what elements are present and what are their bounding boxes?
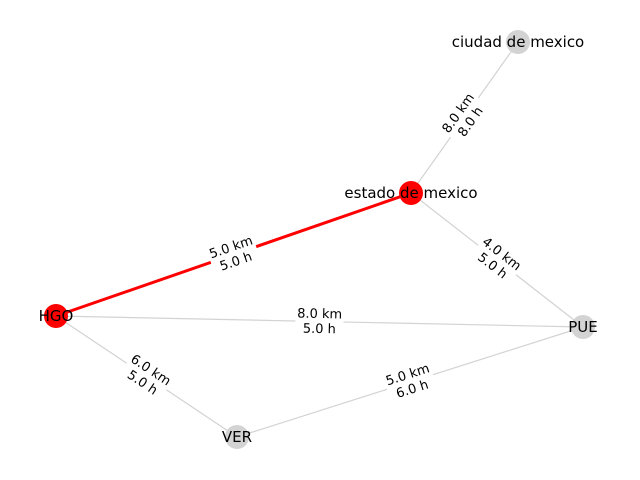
edge-label-background <box>295 305 344 338</box>
node-label-pue: PUE <box>568 318 598 336</box>
edge-label-background <box>383 360 437 404</box>
node-label-hgo: HGO <box>39 307 74 325</box>
edge-label-ver-pue: 5.0 km6.0 h <box>383 360 437 404</box>
node-cdmx <box>506 30 530 54</box>
nodes-layer <box>44 30 595 449</box>
edge-label-background <box>118 351 175 402</box>
node-label-cdmx: ciudad de mexico <box>452 33 585 51</box>
node-edomex <box>399 181 423 205</box>
edge-label-hgo-pue: 8.0 km5.0 h <box>295 305 344 338</box>
edge-labels-layer: 8.0 km8.0 h5.0 km5.0 h 4.0 km5.0 h8.0 km5… <box>118 89 525 404</box>
edge-label-background <box>438 89 491 146</box>
node-labels-layer: ciudad de mexico estado de mexico HGO PUE VE… <box>39 33 598 446</box>
edge-label-cdmx-edomex: 8.0 km8.0 h <box>438 89 491 146</box>
node-hgo <box>44 304 68 328</box>
node-pue <box>571 315 595 339</box>
edge-distance-label: 8.0 km <box>297 307 342 323</box>
edge-label-edomex-hgo: 5.0 km5.0 h <box>206 232 261 277</box>
node-label-ver: VER <box>222 428 252 446</box>
node-ver <box>225 425 249 449</box>
edge-time-label: 5.0 h <box>303 322 336 338</box>
edge-label-hgo-ver: 6.0 km5.0 h <box>118 351 175 402</box>
node-label-edomex: estado de mexico <box>344 184 477 202</box>
edge-label-background <box>206 232 261 277</box>
edge-label-background <box>469 233 525 287</box>
edge-label-edomex-pue: 4.0 km5.0 h <box>469 233 525 287</box>
